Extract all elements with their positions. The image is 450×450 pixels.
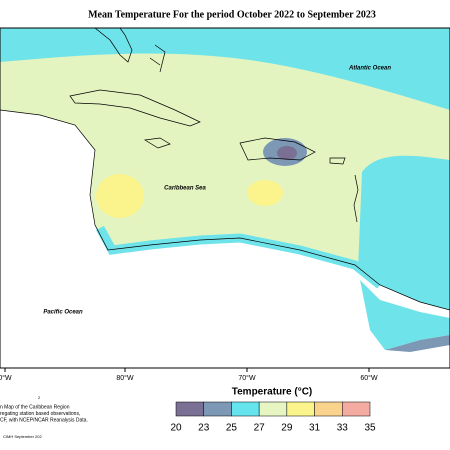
legend-tick: 25 [226, 423, 238, 434]
ocean-label: Pacific Ocean [43, 310, 83, 316]
longitude-label: 70°W [238, 374, 256, 382]
longitude-label: 0°W [0, 374, 12, 382]
longitude-label: 60°W [360, 374, 378, 382]
florida [94, 27, 133, 63]
legend-tick: 33 [337, 423, 349, 434]
bahamas [149, 44, 166, 73]
footnote-line: CF, with NCEP/NCAR Reanalysis Data. [0, 417, 88, 423]
cuba [69, 89, 201, 127]
legend-swatch [342, 401, 371, 417]
legend-tick: 23 [198, 423, 210, 434]
legend-swatch [258, 401, 288, 417]
lesser-antilles [353, 174, 359, 223]
footnote-marker: 2 [38, 395, 41, 400]
longitude-label: 80°W [116, 374, 134, 382]
cool-spot [277, 146, 297, 160]
coastal-band [385, 335, 450, 352]
legend-swatch [175, 401, 204, 417]
legend-tick: 35 [364, 423, 376, 434]
legend-swatch [203, 401, 232, 417]
warm-spot [96, 174, 144, 218]
map-title: Mean Temperature For the period October … [88, 9, 376, 20]
map [0, 27, 450, 369]
footnote-line: regating station based observations, [0, 411, 80, 417]
legend-swatch [314, 401, 343, 417]
warm-spot [247, 180, 283, 206]
legend-tick: 29 [281, 423, 293, 434]
jamaica [143, 137, 171, 149]
legend-tick: 31 [309, 423, 321, 434]
legend-title: Temperature (°C) [232, 387, 313, 398]
map-frame [0, 27, 450, 369]
ocean-label: Atlantic Ocean [348, 66, 391, 72]
footnote-credit: CIMH September 202 [3, 434, 42, 439]
coastline [0, 109, 450, 311]
puerto-rico [329, 157, 346, 165]
legend: 20 23 25 27 29 31 33 35 [170, 401, 376, 434]
legend-tick: 27 [254, 423, 266, 434]
sea-label: Caribbean Sea [164, 186, 206, 192]
legend-swatch [231, 401, 260, 417]
hispaniola [239, 137, 316, 161]
coastal-band [360, 280, 450, 350]
legend-tick: 20 [170, 423, 182, 434]
legend-swatch [286, 401, 315, 417]
longitude-labels: 0°W 80°W 70°W 60°W [0, 368, 378, 382]
footnote-line: n Map of the Caribbean Region [0, 404, 70, 410]
